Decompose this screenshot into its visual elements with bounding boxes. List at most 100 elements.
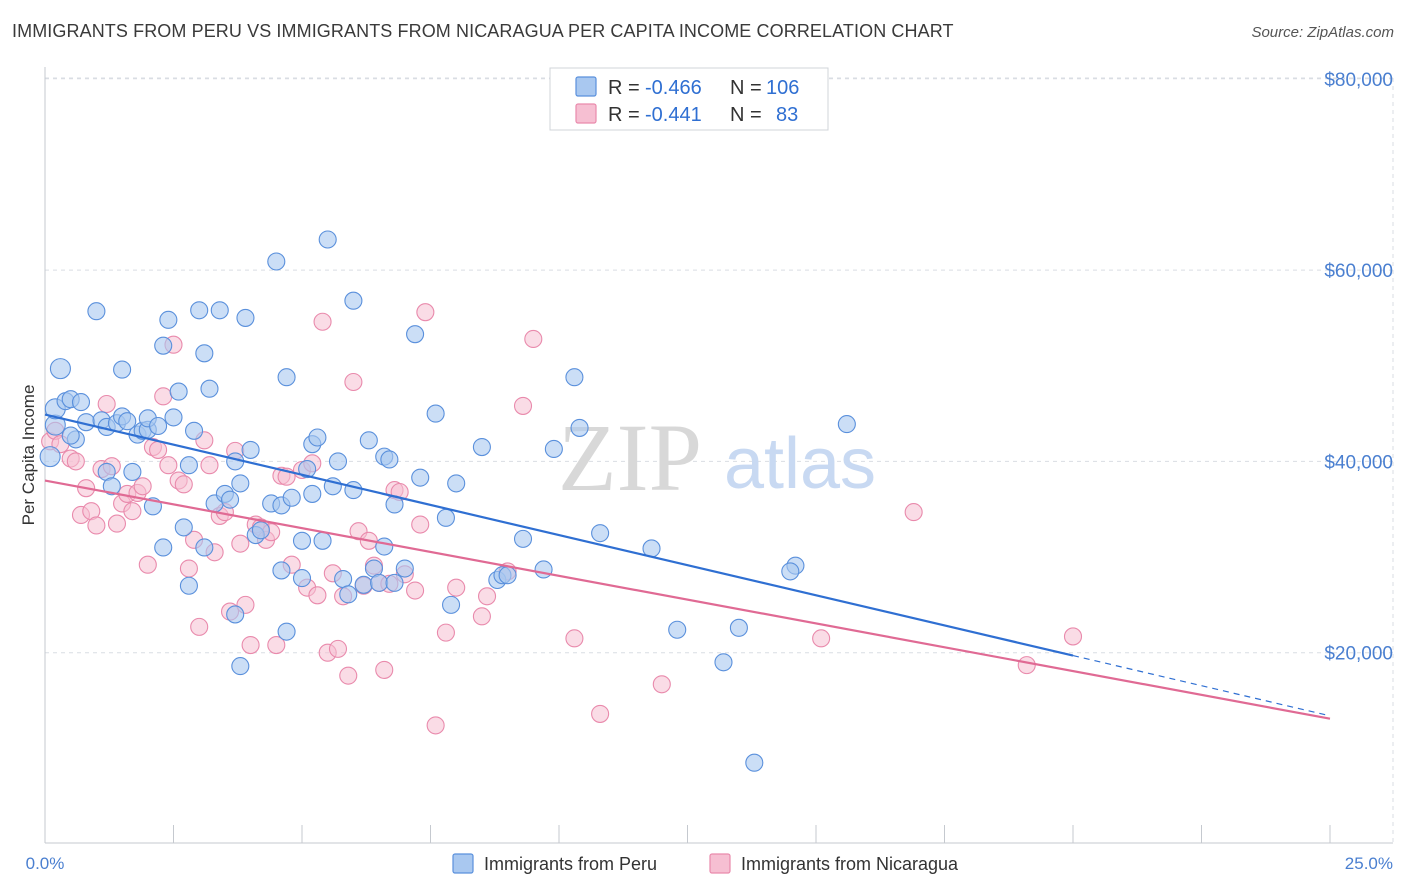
peru-trend-line <box>44 413 1074 657</box>
peru-point-19 <box>123 462 142 481</box>
legend-peru-r-label: R = <box>608 77 640 99</box>
peru-point-28 <box>159 310 178 329</box>
legend-top: R = -0.466 N = 106 R = -0.441 N = 83 <box>549 67 829 131</box>
nicaragua-point-25 <box>174 475 193 494</box>
nicaragua-point-69 <box>411 515 430 534</box>
legend-bottom-nicaragua-label: Immigrants from Nicaragua <box>741 854 959 874</box>
peru-point-65 <box>318 230 337 249</box>
peru-point-91 <box>498 566 517 585</box>
peru-point-70 <box>344 481 363 500</box>
peru-point-26 <box>154 336 173 355</box>
watermark-atlas: atlas <box>724 424 876 504</box>
nicaragua-point-81 <box>652 675 671 694</box>
peru-point-30 <box>169 382 188 401</box>
peru-point-60 <box>298 460 317 479</box>
nicaragua-point-85 <box>812 629 831 648</box>
nicaragua-point-22 <box>159 456 178 475</box>
y-tick-label-2: $60,000 <box>1324 261 1393 282</box>
peru-point-17 <box>113 360 132 379</box>
peru-point-99 <box>668 620 687 639</box>
legend-bottom-peru-label: Immigrants from Peru <box>484 854 657 874</box>
peru-point-88 <box>472 438 491 457</box>
nicaragua-point-38 <box>241 635 260 655</box>
peru-point-97 <box>591 524 610 543</box>
peru-point-81 <box>395 559 414 578</box>
x-tick-labels: 0.0% 25.0% <box>26 854 1393 873</box>
nicaragua-point-57 <box>344 372 363 392</box>
peru-point-96 <box>570 418 589 437</box>
nicaragua-point-82 <box>904 503 923 522</box>
peru-point-78 <box>380 450 399 469</box>
peru-point-105 <box>781 562 800 581</box>
nicaragua-point-50 <box>308 586 327 605</box>
nicaragua-point-77 <box>513 396 533 415</box>
peru-point-75 <box>370 573 389 592</box>
nicaragua-point-75 <box>477 587 497 606</box>
nicaragua-point-28 <box>190 617 209 636</box>
peru-point-32 <box>179 576 198 595</box>
peru-point-59 <box>292 531 312 550</box>
peru-point-2 <box>49 358 71 380</box>
peru-point-38 <box>200 379 219 398</box>
peru-point-58 <box>292 569 312 588</box>
peru-point-46 <box>231 657 250 676</box>
nicaragua-point-80 <box>591 704 610 723</box>
peru-point-94 <box>544 439 563 459</box>
nicaragua-point-36 <box>231 534 250 553</box>
peru-point-25 <box>149 416 168 436</box>
peru-point-55 <box>277 622 296 641</box>
nicaragua-point-43 <box>267 635 286 655</box>
peru-point-7 <box>61 426 80 445</box>
nicaragua-point-12 <box>107 514 127 533</box>
peru-point-42 <box>220 490 240 509</box>
nicaragua-point-17 <box>133 477 152 496</box>
nicaragua-point-68 <box>406 581 425 600</box>
nicaragua-point-63 <box>375 660 394 679</box>
peru-point-104 <box>837 415 856 434</box>
peru-point-52 <box>267 252 286 271</box>
peru-point-10 <box>87 302 106 321</box>
peru-point-48 <box>241 440 260 459</box>
peru-point-29 <box>164 408 183 427</box>
nicaragua-point-56 <box>339 666 358 685</box>
peru-point-101 <box>729 618 748 637</box>
peru-point-100 <box>714 653 733 672</box>
nicaragua-point-54 <box>328 639 348 658</box>
peru-point-72 <box>354 575 373 594</box>
peru-point-47 <box>236 308 255 327</box>
peru-point-79 <box>385 573 404 592</box>
peru-point-77 <box>375 537 394 556</box>
peru-point-56 <box>277 368 296 387</box>
watermark: ZIP atlas <box>558 404 876 511</box>
peru-point-85 <box>436 508 455 527</box>
nicaragua-point-18 <box>138 555 157 574</box>
peru-point-86 <box>442 595 461 614</box>
peru-point-87 <box>447 474 466 493</box>
nicaragua-point-4 <box>66 452 85 471</box>
nicaragua-point-73 <box>447 578 466 597</box>
peru-point-0 <box>39 446 61 468</box>
peru-point-84 <box>426 404 445 423</box>
nicaragua-point-70 <box>416 303 435 322</box>
peru-point-68 <box>334 569 353 589</box>
nicaragua-point-71 <box>426 716 445 735</box>
nicaragua-point-72 <box>436 623 455 642</box>
peru-point-64 <box>313 531 332 550</box>
peru-point-45 <box>231 474 250 493</box>
peru-point-63 <box>308 428 327 447</box>
series-nicaragua-points <box>41 303 1083 735</box>
peru-point-93 <box>534 560 553 579</box>
legend-nicaragua-swatch <box>575 103 597 124</box>
source-label: Source: ZipAtlas.com <box>1251 24 1394 41</box>
nicaragua-point-79 <box>565 629 584 648</box>
peru-point-61 <box>303 484 322 503</box>
legend-peru-swatch <box>575 76 597 97</box>
peru-point-37 <box>195 344 214 363</box>
peru-point-40 <box>210 301 229 320</box>
peru-point-50 <box>251 521 270 540</box>
chart-title: IMMIGRANTS FROM PERU VS IMMIGRANTS FROM … <box>12 21 954 41</box>
peru-point-33 <box>179 456 198 475</box>
y-tick-label-0: $20,000 <box>1324 644 1393 665</box>
legend-nicaragua-r-value: -0.441 <box>645 104 702 126</box>
x-tick-label-1: 25.0% <box>1345 854 1393 873</box>
